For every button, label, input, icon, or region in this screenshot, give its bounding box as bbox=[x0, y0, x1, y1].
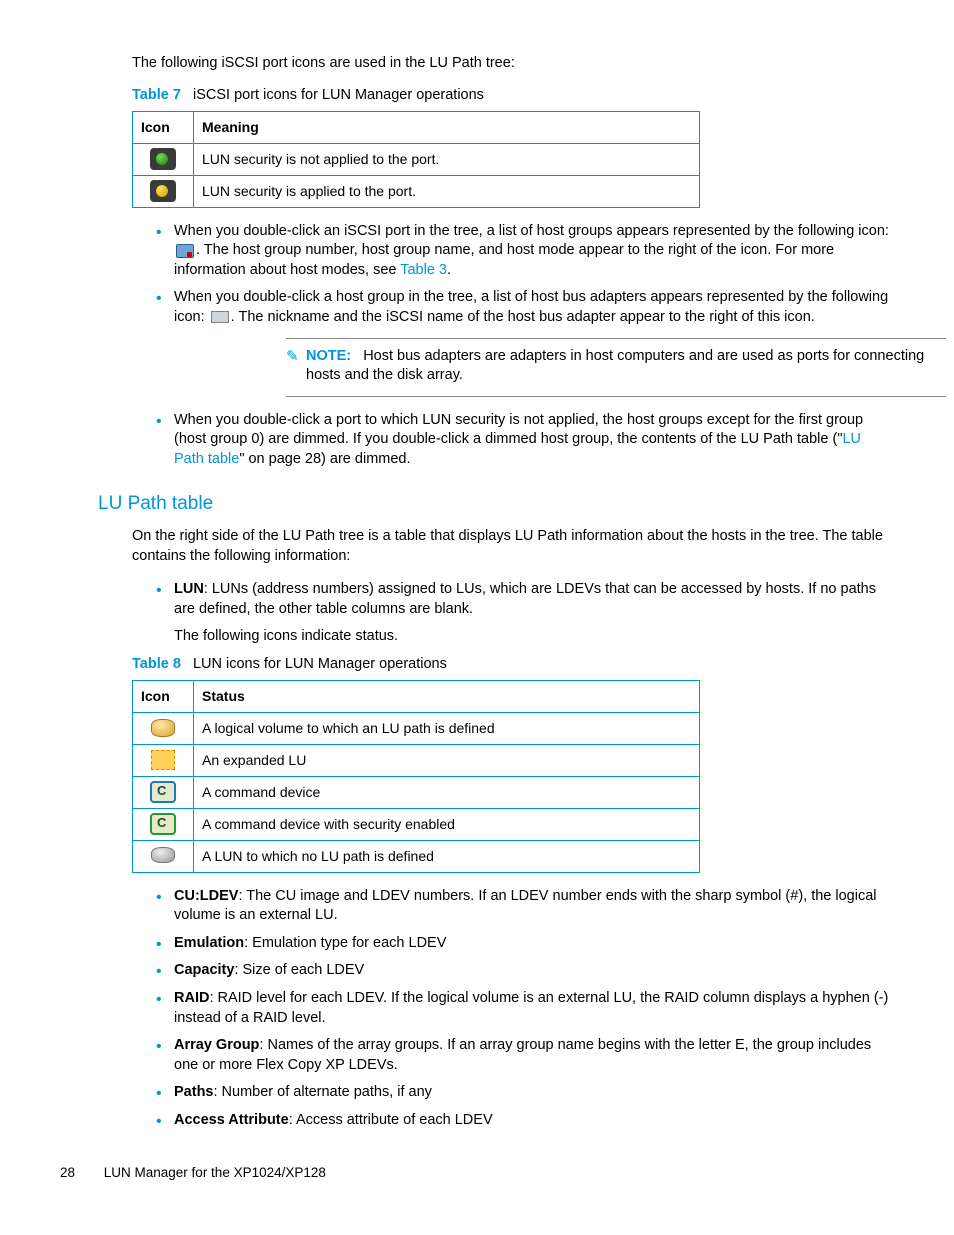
table8-r3: A command device bbox=[194, 777, 700, 809]
cu-term: CU:LDEV bbox=[174, 888, 238, 904]
table8-h-status: Status bbox=[194, 681, 700, 713]
ag-term: Array Group bbox=[174, 1037, 259, 1053]
no-lu-path-icon bbox=[151, 847, 175, 863]
table8-title: LUN icons for LUN Manager operations bbox=[193, 656, 447, 672]
table8-label: Table 8 bbox=[132, 656, 181, 672]
port-nosec-icon bbox=[150, 148, 176, 170]
table8-r2: An expanded LU bbox=[194, 745, 700, 777]
paths-term: Paths bbox=[174, 1084, 214, 1100]
raid-def: : RAID level for each LDEV. If the logic… bbox=[174, 990, 888, 1026]
aa-term: Access Attribute bbox=[174, 1112, 289, 1128]
table8-r1: A logical volume to which an LU path is … bbox=[194, 713, 700, 745]
section-heading: LU Path table bbox=[98, 491, 894, 517]
table7-r1: LUN security is not applied to the port. bbox=[194, 144, 700, 176]
b1-text-b: . The host group number, host group name… bbox=[174, 242, 834, 278]
aa-def: : Access attribute of each LDEV bbox=[289, 1112, 493, 1128]
lun-term: LUN bbox=[174, 581, 204, 597]
table-row: A LUN to which no LU path is defined bbox=[133, 840, 700, 872]
table-row: A logical volume to which an LU path is … bbox=[133, 713, 700, 745]
table7-title: iSCSI port icons for LUN Manager operati… bbox=[193, 87, 484, 103]
logical-volume-icon bbox=[151, 719, 175, 737]
list-item: When you double-click a host group in th… bbox=[156, 288, 894, 396]
table7-h-icon: Icon bbox=[133, 112, 194, 144]
command-device-icon bbox=[150, 781, 176, 803]
note-block: ✎ NOTE: Host bus adapters are adapters i… bbox=[286, 338, 946, 397]
list-item: Paths: Number of alternate paths, if any bbox=[156, 1083, 894, 1103]
note-label: NOTE: bbox=[306, 348, 351, 364]
raid-term: RAID bbox=[174, 990, 209, 1006]
table8-r4: A command device with security enabled bbox=[194, 809, 700, 841]
table8-r5: A LUN to which no LU path is defined bbox=[194, 840, 700, 872]
p1: On the right side of the LU Path tree is… bbox=[132, 527, 894, 566]
note-icon: ✎ bbox=[286, 347, 306, 386]
cap-term: Capacity bbox=[174, 962, 234, 978]
list-item: Array Group: Names of the array groups. … bbox=[156, 1036, 894, 1075]
table-row: LUN security is applied to the port. bbox=[133, 175, 700, 207]
hba-icon bbox=[211, 311, 229, 323]
command-device-sec-icon bbox=[150, 813, 176, 835]
port-sec-icon bbox=[150, 180, 176, 202]
intro-text: The following iSCSI port icons are used … bbox=[132, 54, 894, 74]
lun-def: : LUNs (address numbers) assigned to LUs… bbox=[174, 581, 876, 617]
table7-caption: Table 7 iSCSI port icons for LUN Manager… bbox=[132, 86, 894, 106]
em-def: : Emulation type for each LDEV bbox=[244, 935, 446, 951]
list-item: CU:LDEV: The CU image and LDEV numbers. … bbox=[156, 887, 894, 926]
table-row: A command device with security enabled bbox=[133, 809, 700, 841]
list-item: Emulation: Emulation type for each LDEV bbox=[156, 934, 894, 954]
table7-label: Table 7 bbox=[132, 87, 181, 103]
em-term: Emulation bbox=[174, 935, 244, 951]
paths-def: : Number of alternate paths, if any bbox=[214, 1084, 432, 1100]
b1-text-c: . bbox=[447, 262, 451, 278]
list-item: Capacity: Size of each LDEV bbox=[156, 961, 894, 981]
list-item: When you double-click an iSCSI port in t… bbox=[156, 222, 894, 281]
list-item: When you double-click a port to which LU… bbox=[156, 411, 894, 470]
p2: The following icons indicate status. bbox=[174, 628, 398, 644]
cu-def: : The CU image and LDEV numbers. If an L… bbox=[174, 888, 877, 924]
table8: Icon Status A logical volume to which an… bbox=[132, 680, 700, 872]
b1-text-a: When you double-click an iSCSI port in t… bbox=[174, 223, 889, 239]
expanded-lu-icon bbox=[151, 750, 175, 770]
b3-text-b: " on page 28) are dimmed. bbox=[239, 451, 410, 467]
table8-h-icon: Icon bbox=[133, 681, 194, 713]
hostgroup-icon bbox=[176, 244, 194, 258]
table-row: LUN security is not applied to the port. bbox=[133, 144, 700, 176]
footer-title: LUN Manager for the XP1024/XP128 bbox=[104, 1165, 326, 1180]
page-number: 28 bbox=[60, 1164, 100, 1182]
table7-h-meaning: Meaning bbox=[194, 112, 700, 144]
table8-caption: Table 8 LUN icons for LUN Manager operat… bbox=[132, 655, 894, 675]
ag-def: : Names of the array groups. If an array… bbox=[174, 1037, 871, 1073]
b2-text-b: . The nickname and the iSCSI name of the… bbox=[231, 309, 815, 325]
table-row: A command device bbox=[133, 777, 700, 809]
page-footer: 28 LUN Manager for the XP1024/XP128 bbox=[60, 1164, 894, 1182]
list-item: RAID: RAID level for each LDEV. If the l… bbox=[156, 989, 894, 1028]
b3-text-a: When you double-click a port to which LU… bbox=[174, 412, 863, 448]
note-text: Host bus adapters are adapters in host c… bbox=[306, 348, 924, 384]
table7-r2: LUN security is applied to the port. bbox=[194, 175, 700, 207]
table3-link[interactable]: Table 3 bbox=[400, 262, 447, 278]
list-item: LUN: LUNs (address numbers) assigned to … bbox=[156, 580, 894, 647]
table-row: An expanded LU bbox=[133, 745, 700, 777]
table7: Icon Meaning LUN security is not applied… bbox=[132, 111, 700, 208]
cap-def: : Size of each LDEV bbox=[234, 962, 364, 978]
list-item: Access Attribute: Access attribute of ea… bbox=[156, 1111, 894, 1131]
